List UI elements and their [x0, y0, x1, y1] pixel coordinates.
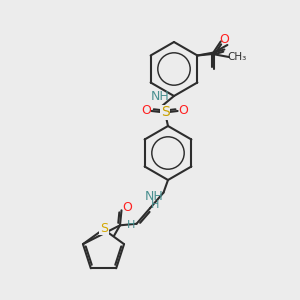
Text: H: H [151, 200, 160, 210]
Text: H: H [127, 220, 135, 230]
Text: CH₃: CH₃ [228, 52, 247, 62]
Text: O: O [141, 104, 151, 118]
Text: NH: NH [145, 190, 164, 203]
Text: O: O [178, 104, 188, 118]
Text: O: O [219, 33, 229, 46]
Text: O: O [122, 201, 132, 214]
Text: NH: NH [151, 90, 170, 103]
Text: S: S [160, 106, 169, 119]
Text: S: S [100, 222, 108, 235]
